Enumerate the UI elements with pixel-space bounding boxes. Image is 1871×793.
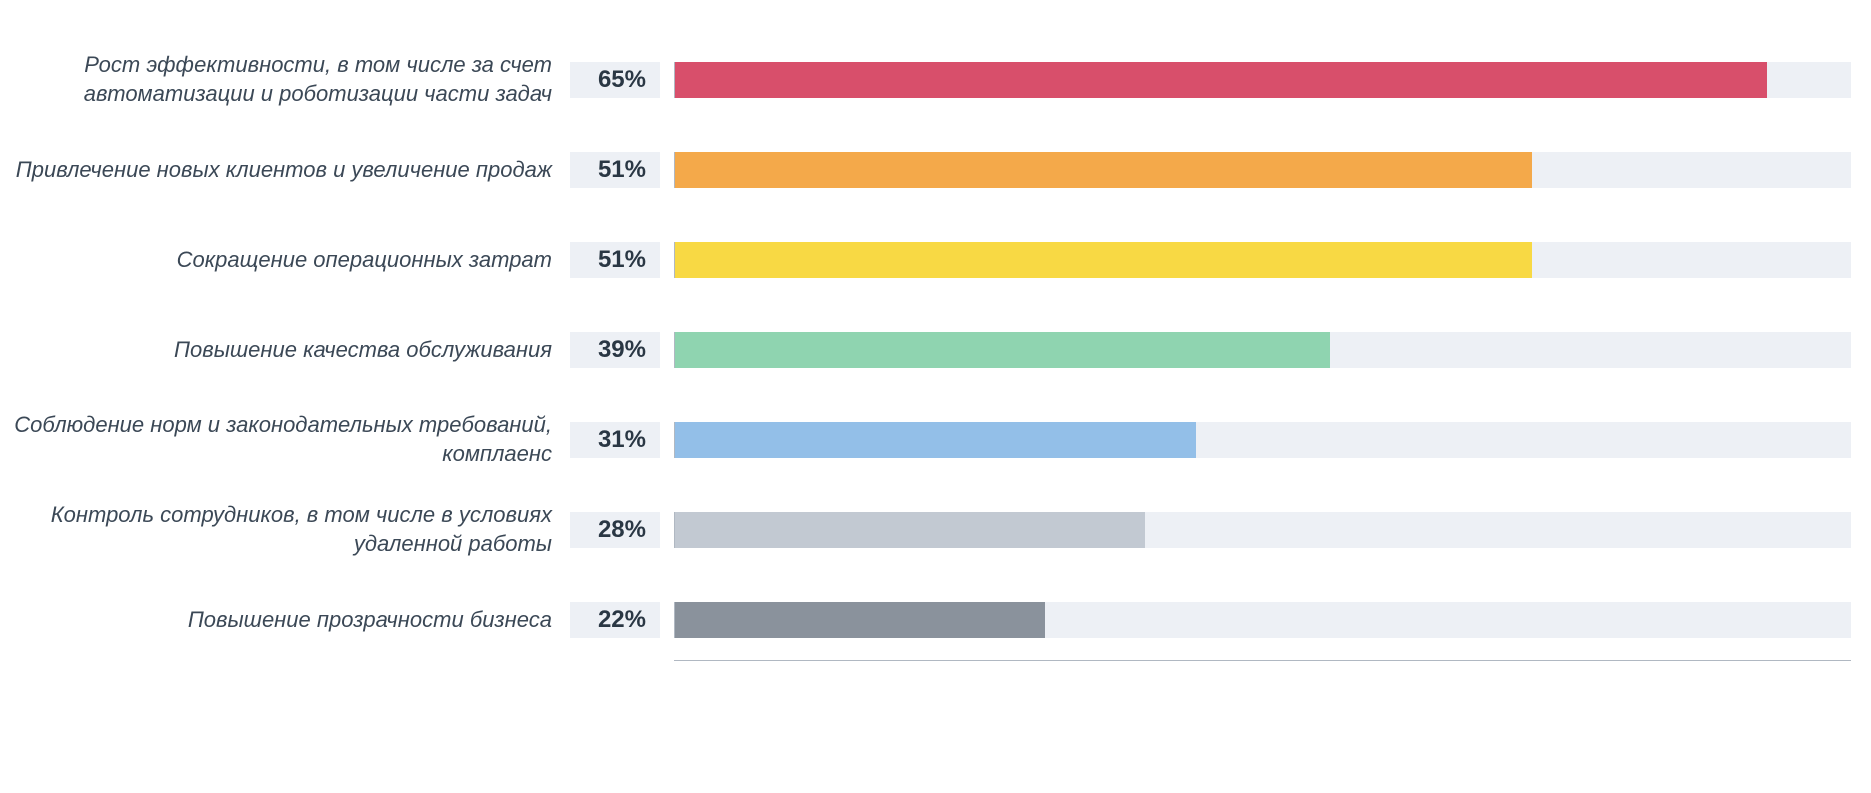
chart-bar-area: [674, 332, 1851, 368]
chart-row: Рост эффективности, в том числе за счет …: [0, 60, 1851, 100]
chart-bar-fill: [675, 242, 1532, 278]
chart-value: 31%: [598, 426, 646, 454]
chart-bar-fill: [675, 512, 1145, 548]
chart-bar-area: [674, 422, 1851, 458]
chart-label: Соблюдение норм и законодательных требов…: [0, 411, 570, 468]
chart-bar-area: [674, 62, 1851, 98]
chart-value-cell: 22%: [570, 602, 660, 638]
horizontal-bar-chart: Рост эффективности, в том числе за счет …: [0, 60, 1851, 661]
chart-bar-area: [674, 512, 1851, 548]
chart-bar-fill: [675, 332, 1330, 368]
chart-bar-area: [674, 152, 1851, 188]
chart-value-cell: 39%: [570, 332, 660, 368]
chart-bar-fill: [675, 422, 1196, 458]
chart-bar-area: [674, 602, 1851, 638]
chart-value: 39%: [598, 336, 646, 364]
chart-label: Сокращение операционных затрат: [0, 246, 570, 275]
chart-value-cell: 28%: [570, 512, 660, 548]
chart-row: Повышение прозрачности бизнеса 22%: [0, 600, 1851, 640]
chart-value: 22%: [598, 606, 646, 634]
chart-value-cell: 31%: [570, 422, 660, 458]
chart-value: 28%: [598, 516, 646, 544]
chart-row: Соблюдение норм и законодательных требов…: [0, 420, 1851, 460]
chart-row: Контроль сотрудников, в том числе в усло…: [0, 510, 1851, 550]
chart-row: Привлечение новых клиентов и увеличение …: [0, 150, 1851, 190]
chart-row: Повышение качества обслуживания 39%: [0, 330, 1851, 370]
chart-bar-fill: [675, 62, 1767, 98]
chart-row: Сокращение операционных затрат 51%: [0, 240, 1851, 280]
chart-value: 65%: [598, 66, 646, 94]
chart-value: 51%: [598, 246, 646, 274]
chart-label: Повышение прозрачности бизнеса: [0, 606, 570, 635]
chart-label: Рост эффективности, в том числе за счет …: [0, 51, 570, 108]
chart-value: 51%: [598, 156, 646, 184]
chart-label: Контроль сотрудников, в том числе в усло…: [0, 501, 570, 558]
chart-label: Привлечение новых клиентов и увеличение …: [0, 156, 570, 185]
x-axis-line: [674, 660, 1851, 661]
chart-value-cell: 51%: [570, 152, 660, 188]
chart-value-cell: 65%: [570, 62, 660, 98]
chart-value-cell: 51%: [570, 242, 660, 278]
chart-bar-fill: [675, 602, 1045, 638]
chart-bar-area: [674, 242, 1851, 278]
chart-bar-fill: [675, 152, 1532, 188]
chart-label: Повышение качества обслуживания: [0, 336, 570, 365]
